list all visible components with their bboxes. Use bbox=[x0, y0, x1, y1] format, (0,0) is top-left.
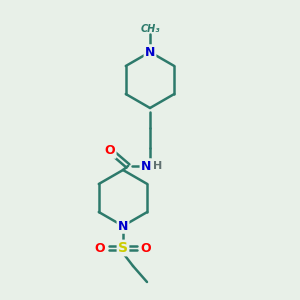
Text: H: H bbox=[153, 161, 163, 171]
Text: N: N bbox=[145, 46, 155, 59]
Text: O: O bbox=[105, 145, 115, 158]
Text: N: N bbox=[118, 220, 128, 232]
Text: N: N bbox=[141, 160, 151, 172]
Text: S: S bbox=[118, 241, 128, 255]
Text: O: O bbox=[95, 242, 105, 254]
Text: O: O bbox=[141, 242, 151, 254]
Text: CH₃: CH₃ bbox=[140, 24, 160, 34]
